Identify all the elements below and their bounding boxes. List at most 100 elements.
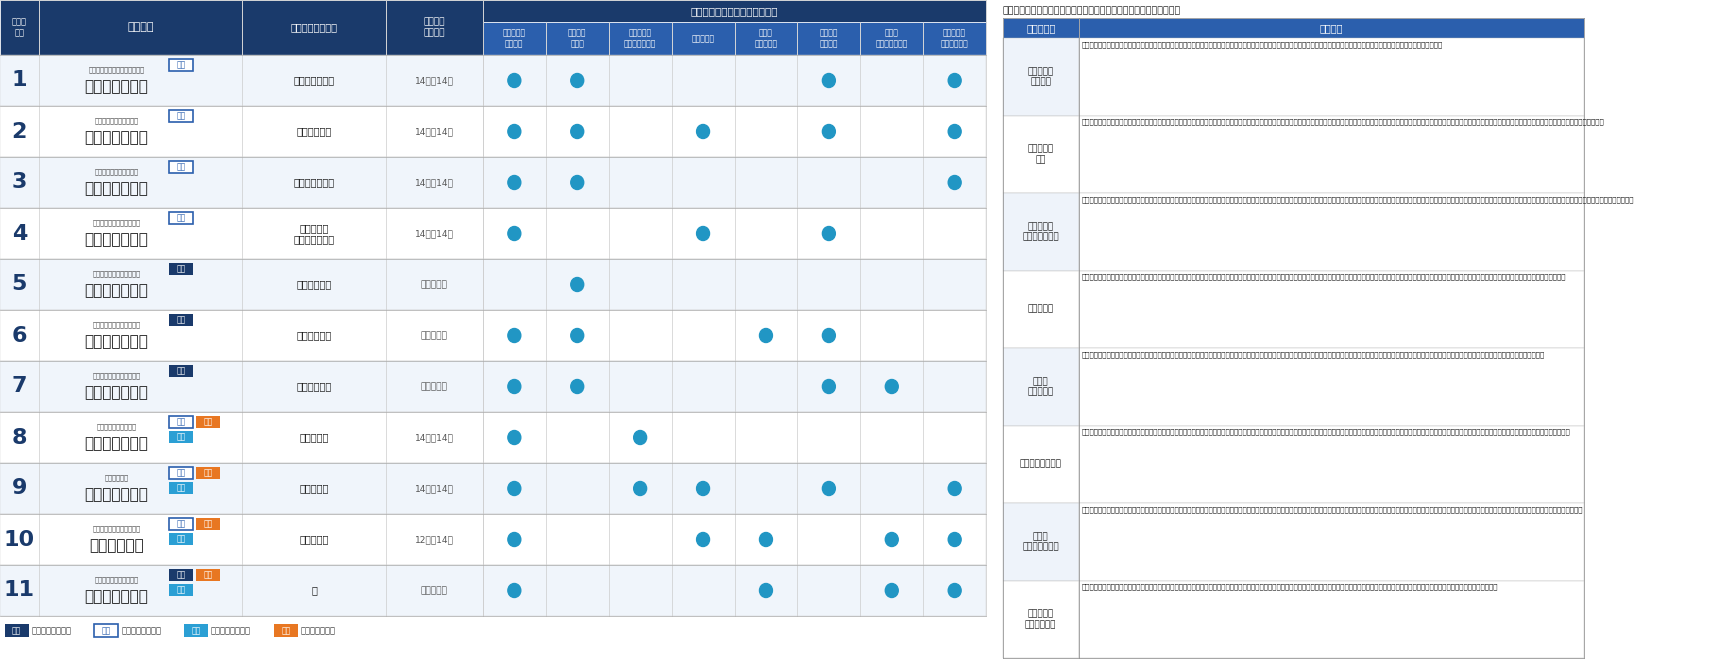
Text: 再任: 再任	[177, 162, 185, 172]
Circle shape	[822, 125, 836, 139]
Text: サステナビリティ: サステナビリティ	[1019, 460, 1062, 469]
Text: 新任: 新任	[177, 366, 185, 376]
Bar	[860, 22, 923, 55]
Text: 8: 8	[12, 428, 27, 447]
Text: グループの事業を通じて持続可能な社会の実現に貢献することにより企業価値の向上を実現するためには、環境問題や人権問題等の社会的課題に対する知識ならびに、当該課題の: グループの事業を通じて持続可能な社会の実現に貢献することにより企業価値の向上を実…	[1081, 428, 1570, 435]
Bar	[609, 22, 671, 55]
Bar	[0, 514, 987, 565]
Text: 新任: 新任	[177, 265, 185, 274]
FancyBboxPatch shape	[170, 110, 194, 122]
Text: 10: 10	[3, 529, 34, 550]
Text: 4: 4	[12, 224, 27, 244]
Bar	[1079, 38, 1584, 116]
Text: 11: 11	[3, 581, 34, 601]
Bar	[0, 463, 987, 514]
Bar	[0, 361, 987, 412]
Bar	[798, 22, 860, 55]
Text: －回／－回: －回／－回	[420, 331, 448, 340]
Bar	[1079, 426, 1584, 503]
Text: ひら　ざわ　じゅ　　いち: ひら ざわ じゅ いち	[93, 321, 141, 327]
FancyBboxPatch shape	[170, 263, 194, 275]
Text: 社外: 社外	[192, 626, 201, 635]
Text: サステナ
ビリティ: サステナ ビリティ	[820, 29, 837, 48]
Bar	[1002, 581, 1079, 658]
Circle shape	[571, 125, 583, 139]
Bar	[0, 157, 987, 208]
Bar	[482, 22, 546, 55]
Circle shape	[822, 379, 836, 393]
Text: スキル項目: スキル項目	[1026, 23, 1055, 33]
Text: かた　の　ざか　　しん　　や: かた の ざか しん や	[88, 66, 144, 73]
Circle shape	[508, 482, 522, 496]
Circle shape	[508, 329, 522, 343]
Text: 再任: 再任	[177, 214, 185, 222]
Text: グループの技術革新を通じて企業価値の向上を実現するためには、整備・運航等に関する最先端の航空技術に対する知識に加え、デジタル技術を駆使した効率的な事業運営やイノ: グループの技術革新を通じて企業価値の向上を実現するためには、整備・運航等に関する…	[1081, 506, 1582, 513]
Text: 再任取締役候補者: 再任取締役候補者	[122, 626, 161, 635]
Bar	[39, 0, 242, 55]
Bar	[0, 0, 39, 55]
FancyBboxPatch shape	[170, 518, 194, 530]
Text: 14回／14回: 14回／14回	[415, 229, 453, 238]
Text: 14回／14回: 14回／14回	[415, 178, 453, 187]
Text: 独立: 独立	[202, 571, 213, 579]
Circle shape	[885, 379, 897, 393]
FancyBboxPatch shape	[196, 467, 220, 479]
Circle shape	[822, 329, 836, 343]
Bar	[0, 259, 987, 310]
Circle shape	[760, 583, 772, 597]
Text: 山　本　亜　土: 山 本 亜 土	[84, 436, 148, 451]
Text: 新任: 新任	[177, 571, 185, 579]
Circle shape	[571, 329, 583, 343]
Text: こ　　ばやし: こ ばやし	[105, 474, 129, 480]
Text: 片野坂　真　哉: 片野坂 真 哉	[84, 79, 148, 94]
Text: 当社が取締役に期待するスキルセットの選定理由は以下の通りです。: 当社が取締役に期待するスキルセットの選定理由は以下の通りです。	[1002, 6, 1181, 15]
FancyBboxPatch shape	[170, 212, 194, 224]
Text: グループの競争力向上を通じて企業価値の向上を実現するためには、当社グループの最大の資産である「人財」の育成による個の力の最大化を実現し、従業員のエンゲージメント: グループの競争力向上を通じて企業価値の向上を実現するためには、当社グループの最大…	[1081, 196, 1634, 203]
Circle shape	[949, 482, 961, 496]
Text: グループの事業の安定的な運営を通じて企業価値の向上を実現するためには、関連法規に関する深い知識や、適切なガバナンス体制の構築を実現できるスキル・知見に加え、リス: グループの事業の安定的な運営を通じて企業価値の向上を実現するためには、関連法規に…	[1081, 351, 1544, 358]
Text: 再任: 再任	[177, 112, 185, 121]
Text: 3: 3	[12, 172, 27, 193]
Text: 選定理由: 選定理由	[1320, 23, 1344, 33]
Text: 2: 2	[12, 121, 27, 141]
Text: 社外: 社外	[177, 585, 185, 595]
Text: 航空事業・
安全: 航空事業・ 安全	[1028, 145, 1054, 164]
Bar	[0, 55, 987, 106]
Text: 財務・会計: 財務・会計	[692, 34, 714, 43]
Circle shape	[508, 226, 522, 240]
Text: 新任: 新任	[177, 315, 185, 325]
Text: 1: 1	[12, 71, 27, 90]
FancyBboxPatch shape	[184, 624, 208, 637]
Text: 独立: 独立	[202, 418, 213, 426]
Text: 社外取締役: 社外取締役	[299, 484, 329, 494]
Text: 上席執行役員: 上席執行役員	[297, 381, 331, 391]
Text: 勝　　栄二郎: 勝 栄二郎	[89, 538, 144, 553]
Bar	[386, 0, 482, 55]
Circle shape	[633, 482, 647, 496]
Circle shape	[697, 533, 709, 546]
Circle shape	[571, 73, 583, 88]
Bar	[734, 22, 798, 55]
FancyBboxPatch shape	[170, 482, 194, 494]
Bar	[1002, 426, 1079, 503]
Text: みね　ざし　ま　　すみ: みね ざし ま すみ	[94, 576, 139, 583]
Text: 7: 7	[12, 376, 27, 397]
Text: 平　澤　寿　一: 平 澤 寿 一	[84, 334, 148, 349]
Circle shape	[571, 176, 583, 189]
Circle shape	[949, 73, 961, 88]
Text: 代表取締役
副社長執行役員: 代表取締役 副社長執行役員	[293, 222, 335, 244]
Circle shape	[508, 430, 522, 444]
Text: 航空事業
・安全: 航空事業 ・安全	[568, 29, 587, 48]
Circle shape	[508, 533, 522, 546]
Text: 独立: 独立	[202, 519, 213, 529]
Text: 峰　岸　真　澄: 峰 岸 真 澄	[84, 589, 148, 604]
Bar	[0, 412, 987, 463]
Circle shape	[508, 176, 522, 189]
Text: ふく　ざわ　いち　　ろう: ふく ざわ いち ろう	[93, 219, 141, 226]
Circle shape	[760, 533, 772, 546]
Circle shape	[508, 379, 522, 393]
Circle shape	[697, 226, 709, 240]
Text: 14回／14回: 14回／14回	[415, 484, 453, 493]
Text: 取締役副会長: 取締役副会長	[297, 127, 331, 137]
Text: 代表取締役社長: 代表取締役社長	[293, 178, 335, 187]
